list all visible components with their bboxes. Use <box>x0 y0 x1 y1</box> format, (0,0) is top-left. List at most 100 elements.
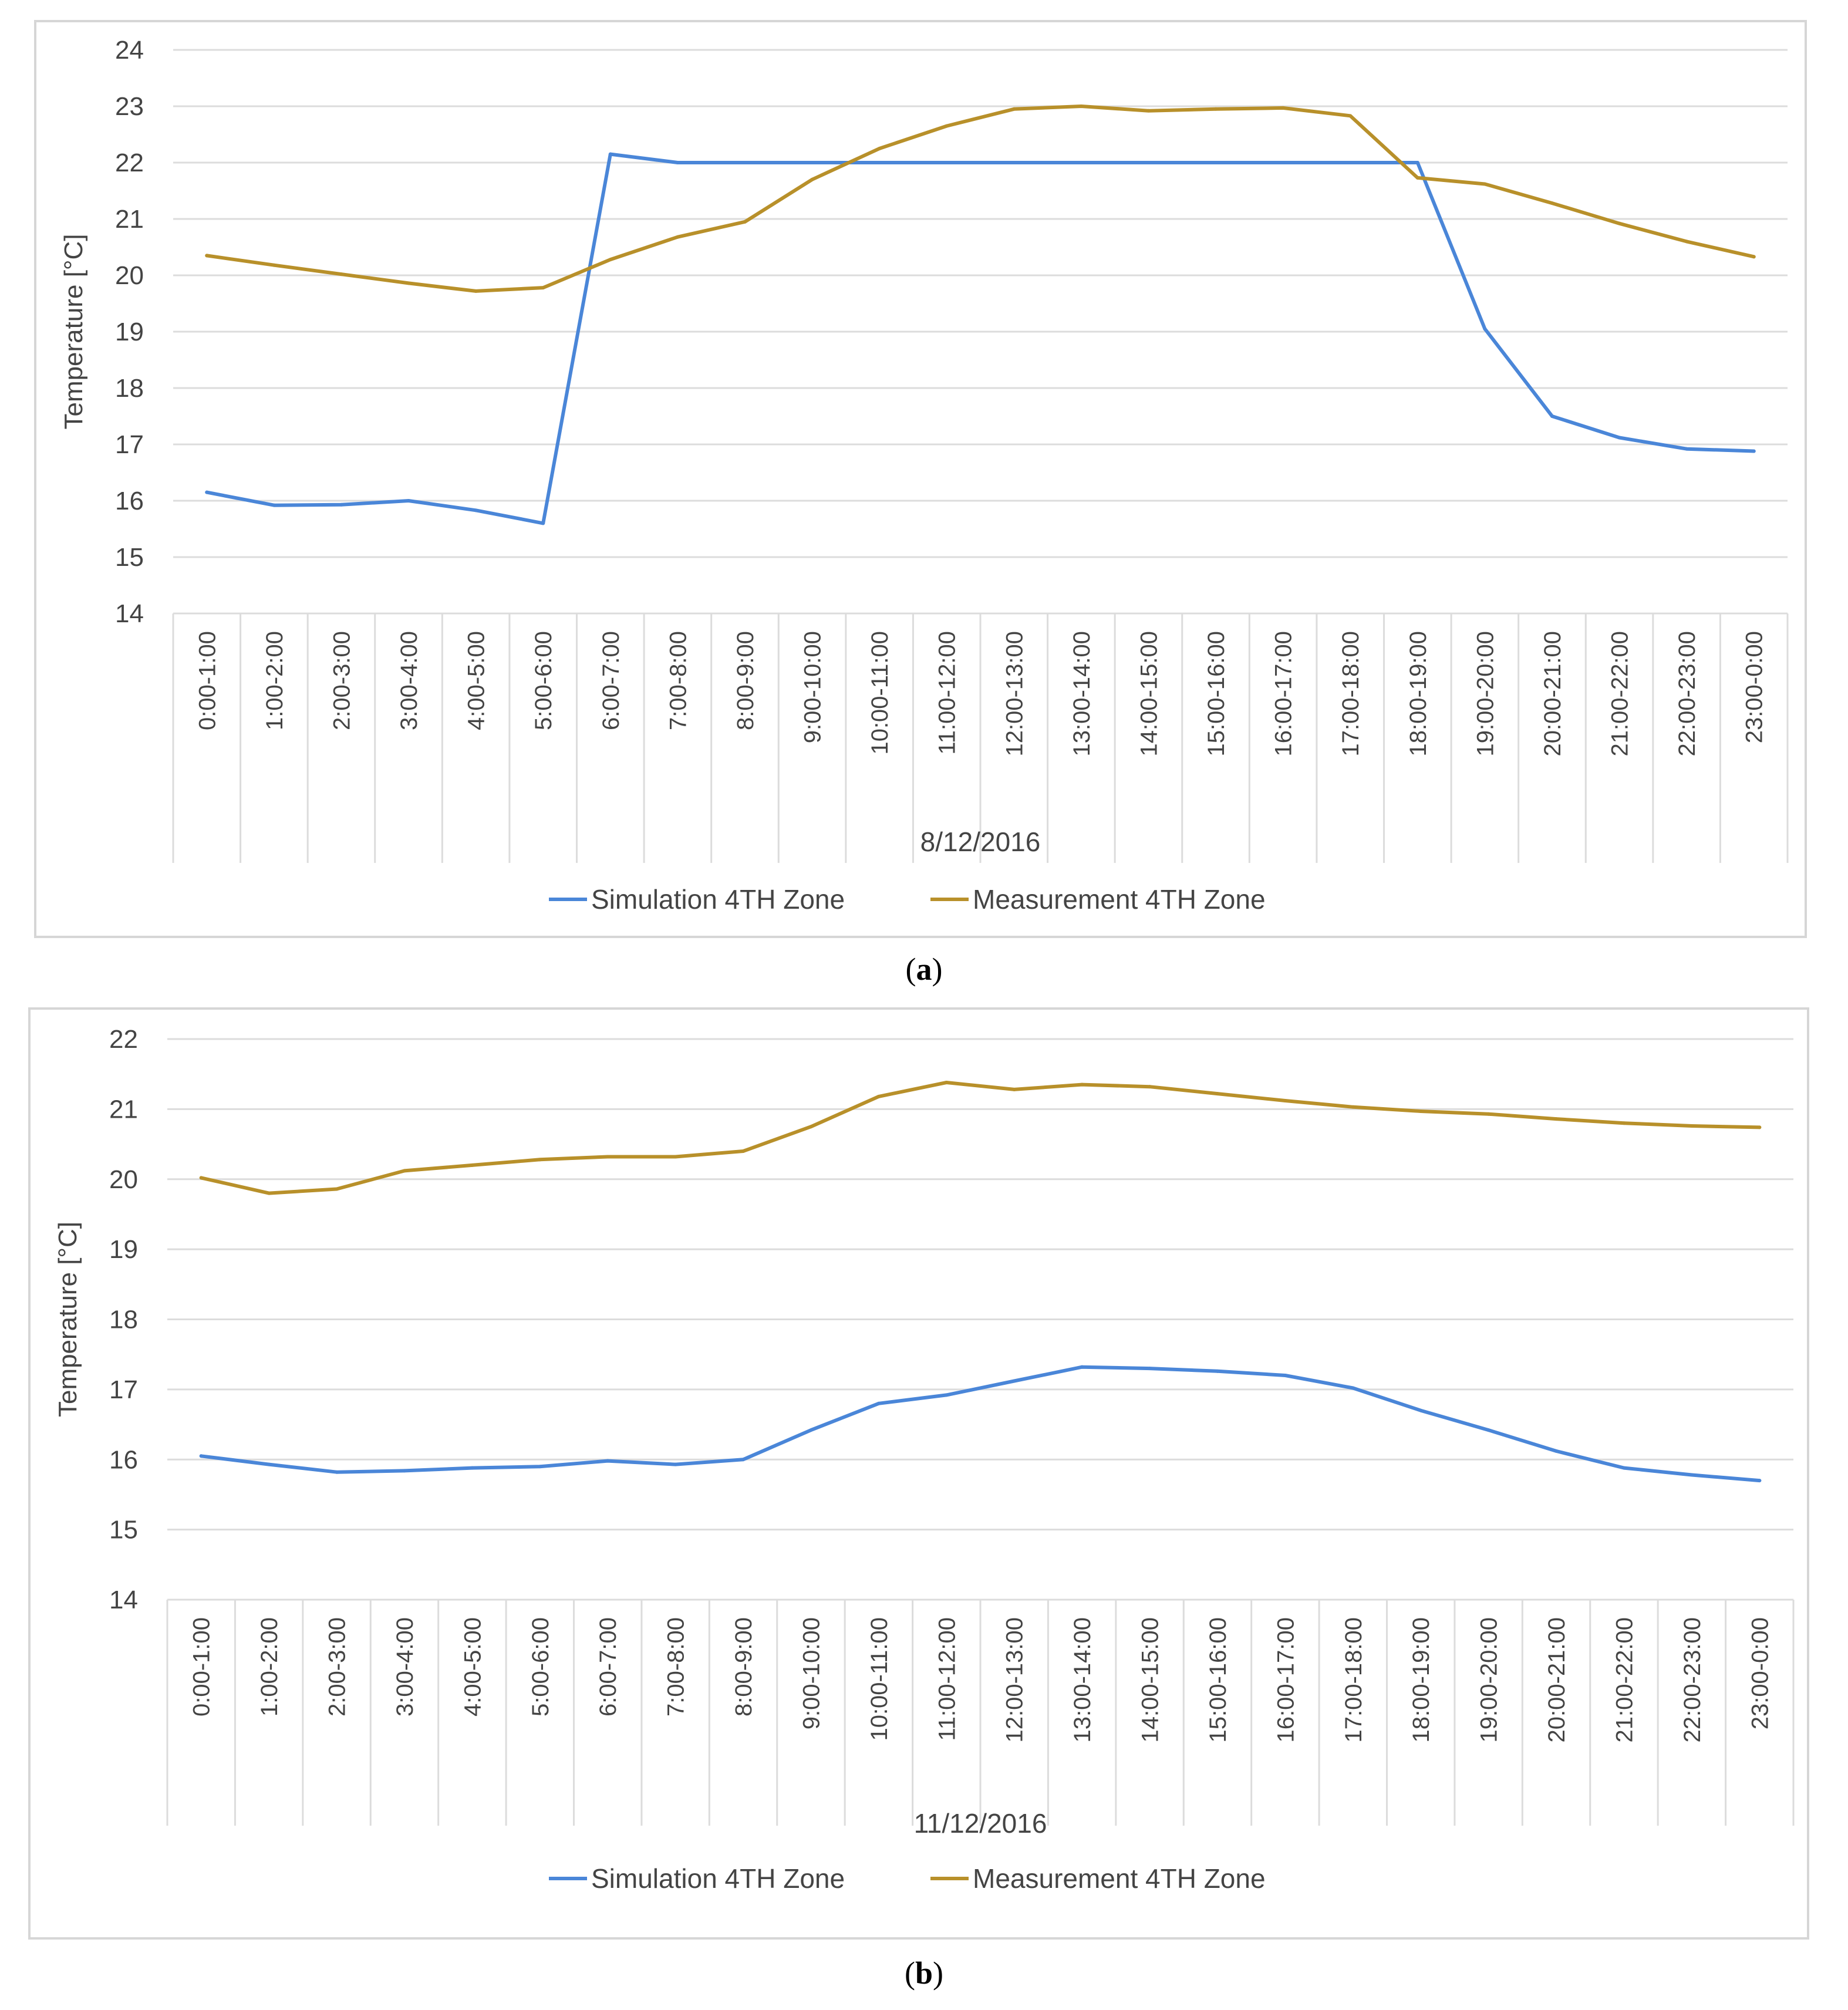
simulation-data-point <box>606 1459 610 1463</box>
x-tick-label: 10:00-11:00 <box>867 631 893 755</box>
x-tick-label: 3:00-4:00 <box>396 631 422 730</box>
x-tick-label: 19:00-20:00 <box>1472 631 1498 757</box>
simulation-data-point <box>541 521 545 525</box>
simulation-series-line <box>199 1365 1762 1483</box>
simulation-data-point <box>1146 161 1151 164</box>
y-tick-label: 16 <box>115 487 144 515</box>
simulation-data-point <box>1148 1367 1152 1371</box>
simulation-data-point <box>1486 1428 1490 1432</box>
x-tick-label: 6:00-7:00 <box>598 631 624 730</box>
y-axis-title: Temperature [°C] <box>53 1222 82 1417</box>
measurement-series-line <box>205 104 1756 293</box>
measurement-data-point <box>878 147 882 150</box>
x-tick-label: 8:00-9:00 <box>733 631 758 730</box>
x-axis-title: 8/12/2016 <box>920 827 1041 857</box>
measurement-data-point <box>1348 114 1353 118</box>
measurement-data-point <box>1415 176 1419 180</box>
y-axis-title: Temperature [°C] <box>59 234 88 429</box>
measurement-data-point <box>1215 1092 1219 1096</box>
y-tick-label: 16 <box>109 1445 138 1474</box>
measurement-data-point <box>606 1155 610 1159</box>
simulation-data-point <box>1622 1466 1626 1470</box>
x-tick-label: 8:00-9:00 <box>731 1617 757 1716</box>
measurement-data-point <box>1281 106 1285 110</box>
x-tick-label: 4:00-5:00 <box>464 631 490 730</box>
y-tick-label: 19 <box>115 318 144 346</box>
x-tick-label: 15:00-16:00 <box>1203 631 1229 757</box>
caption-b: (b) <box>0 1955 1848 1991</box>
x-tick-label: 2:00-3:00 <box>329 631 355 730</box>
figure-panel-b: 14 15 16 17 18 19 20 21 22 0:00-1:00 1:00-2:00 2:00… <box>0 998 1848 2010</box>
x-tick-label: 22:00-23:00 <box>1680 1617 1705 1743</box>
simulation-data-point <box>335 1470 339 1474</box>
simulation-data-point <box>1415 161 1419 164</box>
y-tick-label: 17 <box>115 430 144 459</box>
simulation-data-point <box>743 161 747 164</box>
measurement-data-point <box>402 1169 406 1173</box>
measurement-data-point <box>1689 1124 1694 1128</box>
x-tick-label: 0:00-1:00 <box>194 631 220 730</box>
chart-frame <box>34 20 1807 938</box>
measurement-data-point <box>676 235 680 239</box>
x-tick-label: 15:00-16:00 <box>1205 1617 1231 1743</box>
simulation-data-point <box>339 502 343 507</box>
x-tick-label: 0:00-1:00 <box>189 1617 215 1716</box>
measurement-data-point <box>1080 1082 1084 1087</box>
measurement-data-point <box>1550 201 1554 205</box>
y-tick-label: 19 <box>109 1235 138 1264</box>
y-tick-label: 20 <box>115 261 144 290</box>
x-tick-label: 3:00-4:00 <box>392 1617 418 1716</box>
measurement-data-point <box>1752 255 1756 259</box>
measurement-data-point <box>1486 1112 1490 1116</box>
x-tick-label: 18:00-19:00 <box>1408 1617 1434 1743</box>
simulation-data-point <box>199 1454 203 1458</box>
measurement-data-point <box>267 1191 271 1195</box>
simulation-data-point <box>1554 1449 1559 1453</box>
caption-b-close: ) <box>933 1955 943 1991</box>
simulation-data-point <box>1483 327 1487 331</box>
legend-simulation-label: Simulation 4TH Zone <box>591 884 845 915</box>
y-tick-label: 23 <box>115 92 144 121</box>
x-tick-label: 12:00-13:00 <box>1001 631 1027 757</box>
y-tick-label: 21 <box>115 205 144 234</box>
simulation-data-point <box>1281 161 1285 164</box>
caption-b-letter: b <box>915 1955 933 1991</box>
x-tick-label: 23:00-0:00 <box>1742 631 1768 743</box>
measurement-data-point <box>809 1125 813 1129</box>
x-tick-label: 5:00-6:00 <box>528 1617 554 1716</box>
measurement-data-point <box>1758 1125 1762 1129</box>
measurement-series-line <box>199 1081 1762 1195</box>
simulation-data-point <box>676 161 680 164</box>
x-tick-label: 14:00-15:00 <box>1136 631 1162 757</box>
simulation-data-point <box>1012 161 1016 164</box>
simulation-data-point <box>470 1466 474 1470</box>
measurement-data-point <box>205 254 209 258</box>
measurement-data-point <box>673 1155 677 1159</box>
y-tick-label: 18 <box>115 374 144 403</box>
y-tick-label: 21 <box>109 1095 138 1124</box>
x-tick-label: 7:00-8:00 <box>665 631 691 730</box>
measurement-data-point <box>1012 1087 1016 1091</box>
measurement-data-point <box>1012 107 1016 111</box>
x-tick-label: 22:00-23:00 <box>1674 631 1700 757</box>
measurement-data-point <box>1554 1117 1559 1121</box>
measurement-data-point <box>1483 182 1487 186</box>
x-tick-label: 12:00-13:00 <box>1002 1617 1028 1743</box>
simulation-data-point <box>1617 436 1621 440</box>
x-tick-label: 7:00-8:00 <box>663 1617 689 1716</box>
measurement-data-point <box>407 281 411 285</box>
x-tick-label: 21:00-22:00 <box>1611 1617 1637 1743</box>
measurement-data-point <box>541 286 545 290</box>
measurement-data-point <box>1622 1121 1626 1125</box>
simulation-data-point <box>1689 1473 1694 1477</box>
simulation-data-point <box>267 1462 271 1466</box>
x-tick-label: 1:00-2:00 <box>262 631 288 730</box>
measurement-data-point <box>470 1163 474 1167</box>
measurement-data-point <box>1214 107 1218 111</box>
measurement-data-point <box>1617 221 1621 225</box>
x-tick-label: 9:00-10:00 <box>798 1617 824 1729</box>
simulation-data-point <box>1080 1365 1084 1369</box>
simulation-data-point <box>407 499 411 502</box>
simulation-data-point <box>1685 447 1689 451</box>
simulation-data-point <box>1012 1379 1016 1383</box>
